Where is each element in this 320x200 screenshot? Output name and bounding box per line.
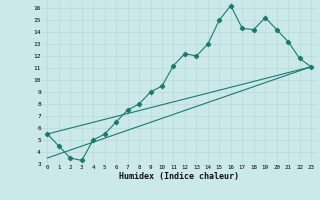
X-axis label: Humidex (Indice chaleur): Humidex (Indice chaleur)	[119, 172, 239, 181]
